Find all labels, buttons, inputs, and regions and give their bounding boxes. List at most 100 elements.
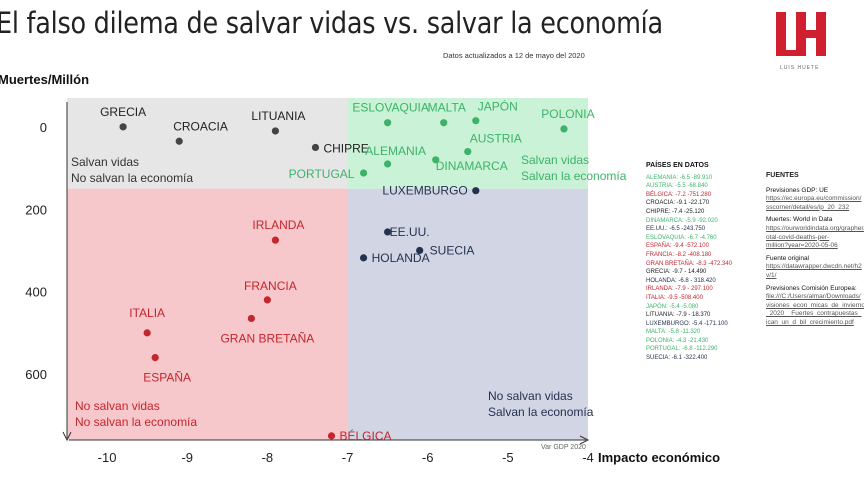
source-title: Fuente original [766,254,809,262]
country-data-row: GRECIA: -9.7 - 14.490 [646,269,707,276]
quadrant-top-left [67,98,348,189]
quadrant-label-bottom-left: No salvan vidas [75,399,160,413]
data-point-francia [263,296,271,304]
quadrant-label-bottom-left: No salvan la economía [75,415,197,429]
data-point-b-lgica [327,432,336,440]
y-tick-label: 400 [25,285,47,300]
y-tick-label: 0 [40,120,47,135]
data-label-alemania: ALEMANIA [365,144,426,158]
x-axis-arrowhead [579,435,590,445]
data-label-lituania: LITUANIA [251,109,305,123]
data-point-chipre [311,143,320,152]
data-label-gran-breta-a: GRAN BRETAÑA [220,331,314,345]
sources-header: FUENTES [766,172,799,179]
data-point-lituania [271,127,279,135]
source-link[interactable]: v/1/ [766,271,777,279]
data-point-holanda [359,254,368,262]
data-point-grecia [119,123,127,131]
x-tick-label: -10 [98,450,117,465]
sources-panel: FUENTES Previsiones GDP: UE https://ec.eu… [766,172,864,328]
data-point-luxemburgo [472,187,480,195]
source-link[interactable]: visiones_econ_micas_de_invierno_ [766,301,864,309]
logo: LUIS HUETE [776,12,832,79]
country-data-row: POLONIA: -4.3 -21.430 [646,337,709,344]
quadrant-label-bottom-right: No salvan vidas [488,389,573,403]
country-data-row: CHIPRE: -7.4 -25.120 [646,208,705,215]
quadrant-label-top-left: No salvan la economía [71,171,193,185]
data-label-dinamarca: DINAMARCA [436,159,508,173]
x-tick-label: -7 [342,450,354,465]
country-data-row: GRAN BRETAÑA: -8.3 -472.340 [646,260,732,267]
data-point-croacia [175,137,183,145]
data-point-alemania [384,160,392,168]
chart-title: El falso dilema de salvar vidas vs. salv… [0,6,663,40]
data-point-portugal [359,169,368,177]
country-data-row: ESLOVAQUIA: -6.7 -4.760 [646,234,717,241]
x-tick-label: -5 [502,450,514,465]
quadrant-label-top-right: Salvan la economía [521,169,627,183]
country-data-row: LUXEMBURGO: -5.4 -171.100 [646,320,728,327]
x-axis-label: Impacto económico [598,450,721,465]
data-label-polonia: POLONIA [541,107,594,121]
source-link[interactable]: https://ec.europa.eu/commission/ [766,195,862,203]
y-axis-arrowhead [62,431,72,442]
data-label-eslovaquia: ESLOVAQUIA [352,101,428,115]
logo-caption: LUIS HUETE [780,65,820,71]
country-data-row: BÉLGICA: -7.2 -751.280 [646,191,712,198]
data-point-malta [440,119,448,127]
source-link[interactable]: otal-covid-deaths-per- [766,233,830,241]
country-data-row: ESPAÑA: -9.4 -572.100 [646,243,709,250]
data-label-francia: FRANCIA [244,279,297,293]
data-label-malta: MALTA [428,101,466,115]
x-tick-label: -9 [181,450,193,465]
data-point-dinamarca [432,156,440,164]
x-tick-label: -6 [422,450,434,465]
source-title: Muertes: World in Data [766,216,833,224]
chart-subtitle: Datos actualizados a 12 de mayo del 2020 [443,51,585,60]
source-link[interactable]: https://ourworldindata.org/grapher/ [766,224,864,232]
country-data-row: MALTA: -5.8 -11.320 [646,329,701,336]
data-point-polonia [560,125,568,133]
data-label-irlanda: IRLANDA [252,218,304,232]
x-tick-label: -4 [582,450,594,465]
country-data-row: JAPÓN: -5.4 -5.080 [646,303,699,310]
source-link[interactable]: ican_un_d_bil_crecimiento.pdf [766,318,854,326]
country-data-row: IRLANDA: -7.9 - 297.100 [646,286,713,293]
data-label-italia: ITALIA [129,306,165,320]
country-data-row: AUSTRIA: -5.5 -68.840 [646,183,708,190]
country-data-row: DINAMARCA: -5.9 -92.020 [646,217,718,224]
data-point-ee-uu- [384,228,392,236]
source-link[interactable]: https://datawrapper.dwcdn.net/h2 [766,263,862,271]
country-data-row: CROACIA: -9.1 -22.170 [646,200,710,207]
y-tick-label: 600 [25,367,47,382]
data-point-gran-breta-a [247,314,255,323]
country-data-row: HOLANDA: -6.8 - 318.420 [646,277,716,284]
quadrant-label-top-right: Salvan vidas [521,153,589,167]
data-label-ee-uu-: EE.UU. [390,225,430,239]
source-link[interactable]: million?year=2020-05-06 [766,242,838,250]
source-link[interactable]: sscorner/detail/es/ip_20_232 [766,203,850,211]
data-point-espa-a [151,353,159,362]
source-link[interactable]: _2020__Fuertes_contrapuestas_ [766,310,862,318]
countries-data-panel: PAÍSES EN DATOS ALEMANIA: -6.5 -89.910 AU… [646,162,732,363]
data-point-eslovaquia [384,119,392,127]
data-point-jap-n [472,117,480,125]
data-label-espa-a: ESPAÑA [143,371,191,385]
quadrant-label-bottom-right: Salvan la economía [488,405,594,419]
x-axis-note: Var GDP 2020 [541,444,586,451]
data-point-italia [143,329,151,337]
quadrant-label-top-left: Salvan vidas [71,155,139,169]
data-point-austria [464,147,472,156]
data-label-jap-n: JAPÓN [478,99,518,114]
x-tick-label: -8 [262,450,274,465]
country-data-row: LITUANIA: -7.9 - 18.370 [646,312,711,319]
country-data-row: ITALIA: -9.5 -508.400 [646,294,703,301]
data-point-suecia [416,246,424,255]
data-label-croacia: CROACIA [173,119,228,133]
country-data-row: PORTUGAL: -6.8 -112.290 [646,346,718,353]
quadrant-top-right [347,98,588,189]
data-label-chipre: CHIPRE [323,141,368,155]
luis-huete-logo-icon [776,12,826,56]
data-label-luxemburgo: LUXEMBURGO [382,184,467,198]
source-link[interactable]: file:///C:/Users/almar/Downloads/ [766,293,861,301]
